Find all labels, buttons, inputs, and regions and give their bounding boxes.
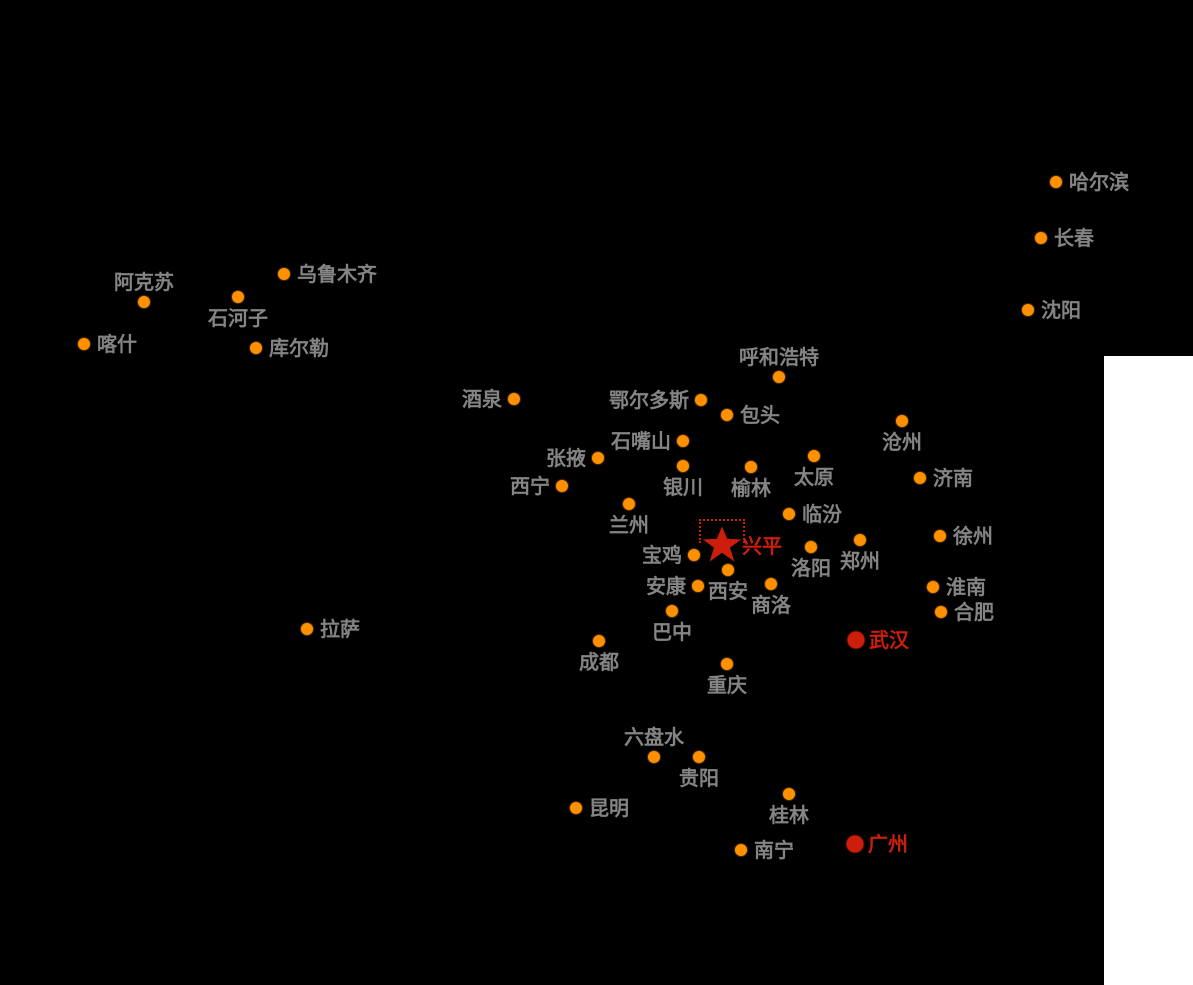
city-dot[interactable]: [570, 802, 582, 814]
city-dot[interactable]: [854, 534, 866, 546]
city-dot[interactable]: [934, 530, 946, 542]
city-dot[interactable]: [677, 435, 689, 447]
city-label: 宝鸡: [642, 543, 682, 567]
city-label: 喀什: [97, 332, 137, 356]
city-dot[interactable]: [805, 541, 817, 553]
city-dot[interactable]: [783, 508, 795, 520]
city-label: 西安: [708, 579, 748, 603]
city-dot[interactable]: [138, 296, 150, 308]
side-white-panel: [1104, 356, 1193, 985]
city-dot-highlight[interactable]: [847, 631, 865, 649]
city-label: 长春: [1054, 226, 1094, 250]
city-label: 酒泉: [462, 387, 502, 411]
city-label: 成都: [579, 650, 619, 674]
city-dot[interactable]: [721, 658, 733, 670]
city-dot[interactable]: [556, 480, 568, 492]
city-label: 徐州: [953, 524, 993, 548]
city-dot[interactable]: [765, 578, 777, 590]
city-label: 拉萨: [320, 617, 360, 641]
city-dot[interactable]: [1035, 232, 1047, 244]
city-label: 洛阳: [791, 556, 831, 580]
city-dot[interactable]: [593, 635, 605, 647]
city-dot-highlight[interactable]: [846, 835, 864, 853]
city-label: 广州: [868, 832, 908, 856]
city-label: 桂林: [769, 803, 809, 827]
city-dot[interactable]: [808, 450, 820, 462]
city-label: 淮南: [946, 575, 986, 599]
city-dot[interactable]: [1050, 176, 1062, 188]
city-label: 包头: [740, 403, 780, 427]
city-dot[interactable]: [935, 606, 947, 618]
city-dot[interactable]: [721, 409, 733, 421]
city-label: 昆明: [589, 796, 629, 820]
city-label: 济南: [933, 466, 973, 490]
city-label: 重庆: [707, 673, 747, 697]
city-label: 合肥: [954, 600, 994, 624]
city-label: 张掖: [546, 446, 586, 470]
city-dot[interactable]: [592, 452, 604, 464]
city-dot[interactable]: [1022, 304, 1034, 316]
city-dot[interactable]: [927, 581, 939, 593]
city-dot[interactable]: [695, 394, 707, 406]
city-dot[interactable]: [301, 623, 313, 635]
city-dot[interactable]: [783, 788, 795, 800]
city-label: 临汾: [802, 502, 842, 526]
city-label: 六盘水: [624, 725, 684, 749]
city-dot[interactable]: [677, 460, 689, 472]
city-label: 太原: [794, 465, 834, 489]
city-dot[interactable]: [232, 291, 244, 303]
city-label: 乌鲁木齐: [297, 262, 377, 286]
city-label: 鄂尔多斯: [609, 388, 689, 412]
city-dot[interactable]: [78, 338, 90, 350]
city-label: 呼和浩特: [739, 345, 819, 369]
city-dot[interactable]: [896, 415, 908, 427]
city-dot[interactable]: [773, 371, 785, 383]
city-label: 安康: [646, 574, 686, 598]
star-city-label: 兴平: [742, 534, 782, 558]
city-dot[interactable]: [722, 564, 734, 576]
city-label: 银川: [663, 475, 703, 499]
city-label: 郑州: [840, 549, 880, 573]
city-label: 巴中: [652, 620, 692, 644]
city-label: 兰州: [609, 513, 649, 537]
star-dash-ring: [699, 519, 745, 543]
city-dot[interactable]: [648, 751, 660, 763]
city-label: 榆林: [731, 476, 771, 500]
city-dot[interactable]: [688, 549, 700, 561]
city-dot[interactable]: [508, 393, 520, 405]
city-label: 西宁: [510, 474, 550, 498]
city-label: 商洛: [751, 593, 791, 617]
city-dot[interactable]: [692, 580, 704, 592]
city-dot[interactable]: [250, 342, 262, 354]
city-label: 沈阳: [1041, 298, 1081, 322]
city-label: 库尔勒: [269, 336, 329, 360]
city-dot[interactable]: [666, 605, 678, 617]
city-dot[interactable]: [278, 268, 290, 280]
city-dot[interactable]: [623, 498, 635, 510]
city-label: 石河子: [208, 306, 268, 330]
city-label: 武汉: [869, 628, 909, 652]
city-dot[interactable]: [745, 461, 757, 473]
city-label: 石嘴山: [611, 429, 671, 453]
city-label: 阿克苏: [114, 270, 174, 294]
city-label: 贵阳: [679, 766, 719, 790]
city-dot[interactable]: [914, 472, 926, 484]
city-label: 南宁: [754, 838, 794, 862]
city-label: 哈尔滨: [1069, 170, 1129, 194]
city-label: 沧州: [882, 430, 922, 454]
city-dot[interactable]: [735, 844, 747, 856]
city-dot[interactable]: [693, 751, 705, 763]
